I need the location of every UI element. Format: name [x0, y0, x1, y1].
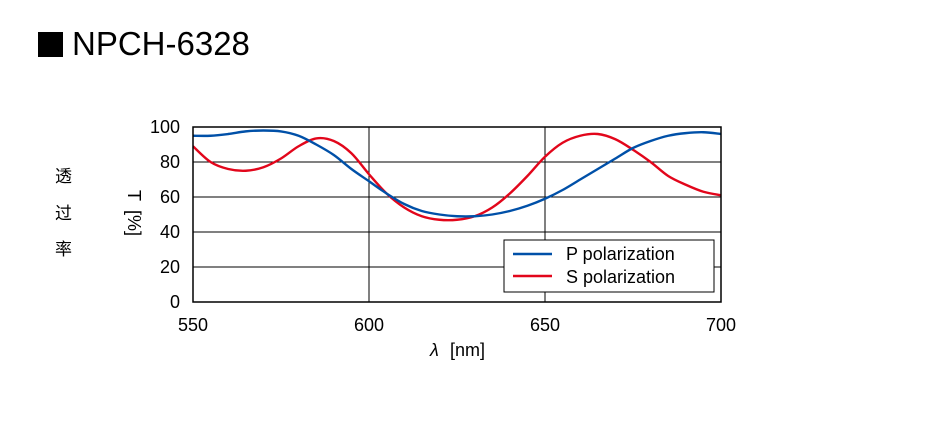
x-tick-label: 650 [530, 315, 560, 335]
x-tick-label: 700 [706, 315, 736, 335]
y-tick-label: 60 [160, 187, 180, 207]
y-axis-cjk-3: 率 [55, 240, 72, 260]
tick-labels: 0 20 40 60 80 100 550 600 650 700 [150, 117, 736, 335]
y-axis-cjk-2: 过 [55, 204, 72, 224]
y-tick-label: 0 [170, 292, 180, 312]
series-line-p-polarization [192, 129, 722, 218]
y-tick-label: 80 [160, 152, 180, 172]
plot-frame [192, 126, 722, 303]
x-tick-label: 600 [354, 315, 384, 335]
title-square-icon [38, 31, 63, 57]
page-title: NPCH-6328 [38, 22, 250, 66]
legend-label-s: S polarization [566, 267, 675, 287]
x-tick-label: 550 [178, 315, 208, 335]
page-title-text: NPCH-6328 [72, 25, 250, 62]
series-line-s-polarization [192, 132, 722, 222]
y-tick-label: 40 [160, 222, 180, 242]
y-axis-label: T [%] [124, 190, 144, 236]
y-tick-label: 20 [160, 257, 180, 277]
legend-box [503, 239, 715, 293]
legend: P polarization S polarization [503, 239, 715, 293]
legend-label-p: P polarization [566, 244, 675, 264]
series-group [192, 129, 722, 222]
y-axis-unit: [%] [124, 210, 144, 236]
y-axis-cjk-1: 透 [55, 167, 72, 187]
x-axis-unit: [nm] [450, 340, 485, 360]
x-axis-symbol: λ [429, 340, 439, 360]
y-tick-label: 100 [150, 117, 180, 137]
y-axis-symbol: T [124, 190, 144, 201]
